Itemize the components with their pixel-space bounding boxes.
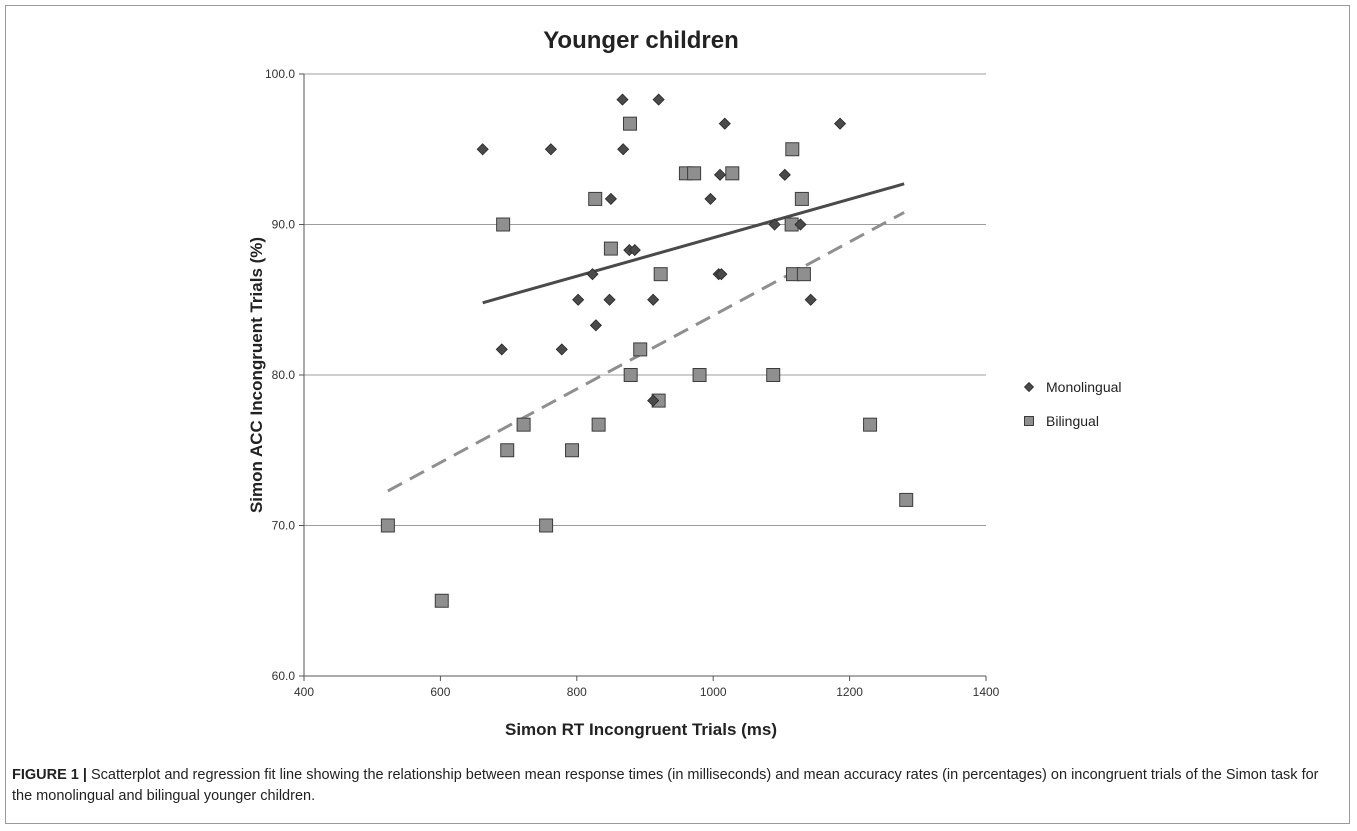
y-tick-label: 80.0: [272, 368, 296, 382]
bilingual-legend-marker: [1024, 416, 1034, 426]
bilingual-point: [899, 492, 914, 507]
monolingual-legend-marker: [1023, 381, 1035, 393]
bilingual-point: [794, 191, 809, 206]
y-tick-label: 60.0: [272, 669, 296, 683]
monolingual-point: [604, 192, 617, 205]
monolingual-point: [768, 218, 781, 231]
monolingual-point: [647, 394, 660, 407]
x-axis-label: Simon RT Incongruent Trials (ms): [505, 720, 777, 739]
bilingual-legend-label: Bilingual: [1046, 413, 1099, 429]
monolingual-point: [628, 244, 641, 257]
chart-title: Younger children: [543, 27, 739, 54]
monolingual-point: [617, 143, 630, 156]
monolingual-point: [495, 343, 508, 356]
bilingual-point: [766, 368, 781, 382]
x-tick-label: 1400: [973, 685, 1000, 699]
y-tick-label: 70.0: [272, 519, 296, 533]
y-tick-label: 100.0: [265, 67, 295, 81]
scatter-chart: 60.0 70.0 80.0 90.0 100.0 400 600 800 1000 1200 14…: [247, 27, 1122, 739]
bilingual-point: [796, 267, 811, 282]
monolingual-point: [833, 117, 847, 130]
monolingual-point: [778, 168, 791, 181]
y-axis-label: Simon ACC Incongruent Trials (%): [247, 237, 266, 513]
data-points: [380, 93, 914, 608]
caption-label: FIGURE 1 |: [12, 767, 87, 783]
regression-lines: [387, 182, 905, 493]
bilingual-point: [496, 217, 511, 232]
bilingual-point: [623, 368, 638, 382]
monolingual-legend-label: Monolingual: [1046, 379, 1122, 395]
bilingual-point: [692, 368, 707, 382]
gridlines: [304, 73, 986, 526]
monolingual-point: [704, 192, 717, 205]
monolingual-point: [804, 293, 817, 306]
bilingual-point: [380, 518, 395, 533]
monolingual-point: [647, 293, 660, 306]
monolingual-point: [713, 168, 727, 181]
bilingual-point: [725, 166, 740, 181]
figure-frame: [5, 5, 1350, 824]
bilingual-point: [516, 417, 531, 432]
monolingual-point: [589, 319, 602, 332]
x-tick-label: 800: [567, 685, 587, 699]
bilingual-point: [863, 417, 878, 432]
bilingual-fit-line: [387, 211, 905, 493]
bilingual-point: [500, 443, 515, 458]
bilingual-point: [622, 116, 637, 131]
tick-labels: 60.0 70.0 80.0 90.0 100.0 400 600 800 1000 1200 14…: [265, 67, 1000, 699]
legend: Monolingual Bilingual: [1023, 379, 1122, 429]
x-tick-label: 600: [430, 685, 450, 699]
monolingual-point: [603, 293, 616, 306]
bilingual-point: [434, 593, 449, 608]
caption-text: Scatterplot and regression fit line show…: [12, 767, 1319, 804]
monolingual-fit-line: [482, 182, 905, 305]
y-tick-label: 90.0: [272, 218, 296, 232]
x-tick-label: 400: [294, 685, 314, 699]
monolingual-point: [715, 268, 728, 281]
monolingual-point: [652, 93, 665, 106]
bilingual-point: [687, 166, 702, 181]
bilingual-point: [633, 342, 648, 357]
bilingual-point: [591, 417, 606, 432]
bilingual-point: [653, 267, 668, 282]
bilingual-point: [588, 191, 603, 206]
bilingual-point: [785, 142, 800, 157]
monolingual-point: [794, 218, 807, 231]
monolingual-point: [476, 143, 489, 156]
monolingual-point: [544, 143, 557, 156]
monolingual-point: [572, 293, 585, 306]
bilingual-point: [565, 443, 580, 458]
monolingual-point: [555, 343, 568, 356]
x-tick-label: 1000: [700, 685, 727, 699]
figure-caption: FIGURE 1 | Scatterplot and regression fi…: [12, 765, 1337, 807]
monolingual-point: [616, 93, 629, 106]
bilingual-point: [603, 241, 618, 256]
bilingual-point: [539, 518, 554, 533]
monolingual-point: [718, 117, 731, 130]
axes: [299, 73, 987, 681]
monolingual-point: [586, 268, 599, 281]
x-tick-label: 1200: [836, 685, 863, 699]
